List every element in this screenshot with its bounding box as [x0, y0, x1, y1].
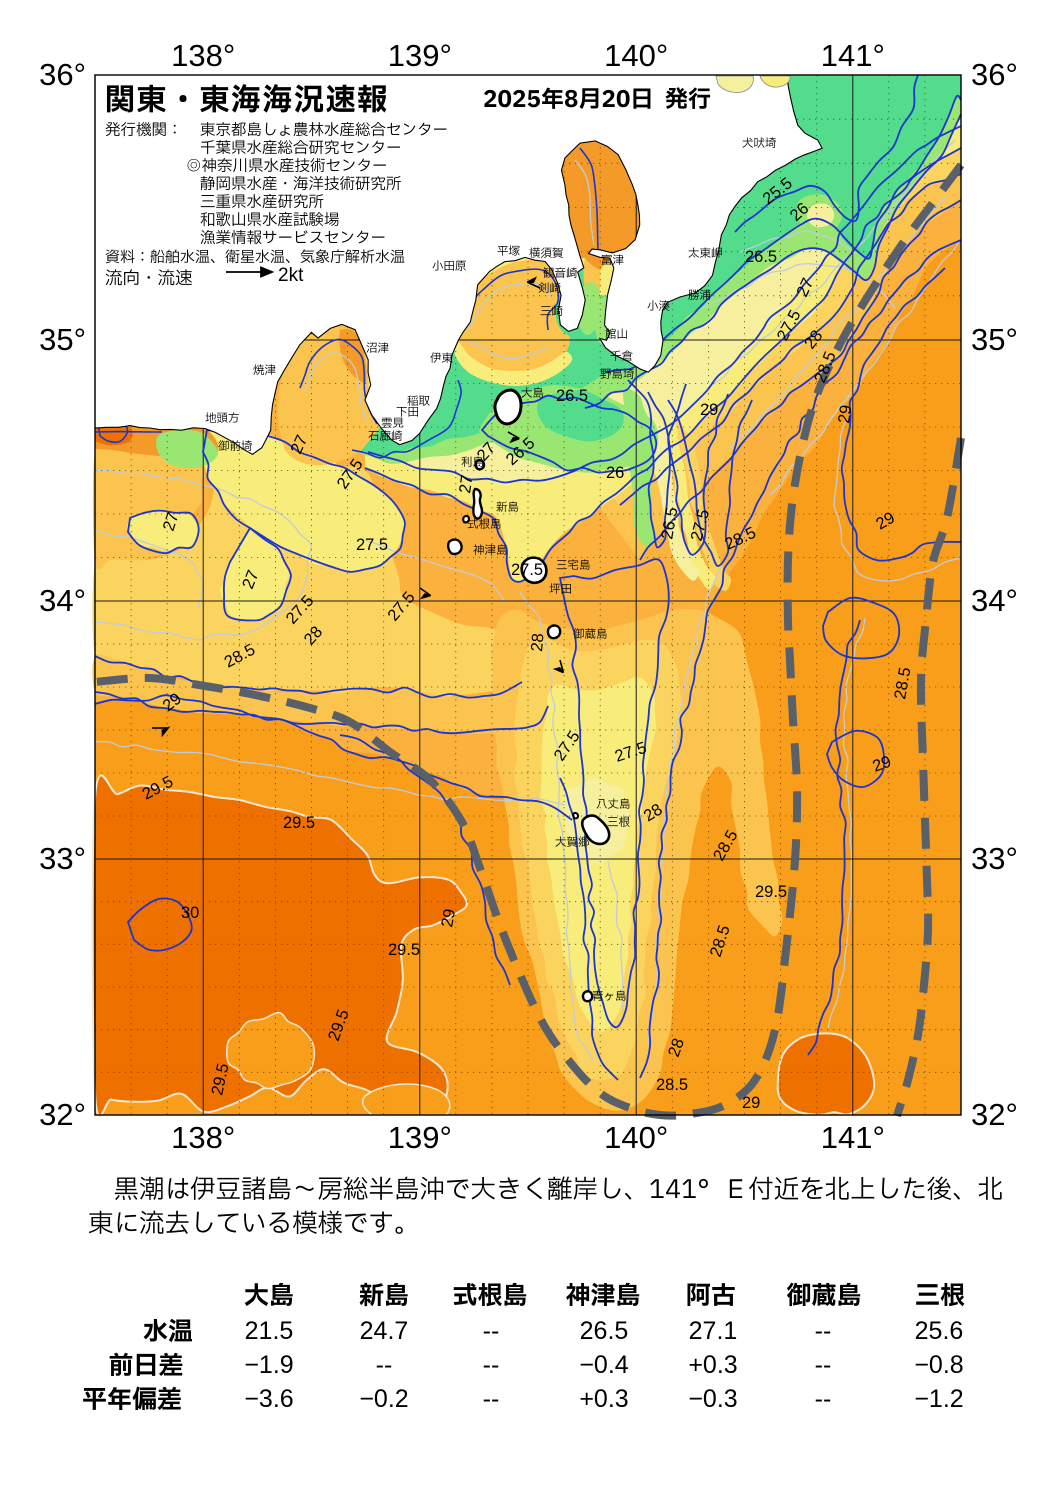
- svg-text:27.1: 27.1: [689, 1317, 738, 1345]
- svg-text:−1.2: −1.2: [914, 1385, 963, 1413]
- svg-text:27: 27: [239, 568, 263, 592]
- svg-text:28.5: 28.5: [656, 1076, 688, 1094]
- svg-text:33°: 33°: [971, 841, 1018, 876]
- svg-text:29: 29: [438, 907, 459, 928]
- svg-text:138°: 138°: [171, 38, 235, 73]
- svg-text:34°: 34°: [971, 583, 1018, 618]
- svg-text:--: --: [815, 1317, 832, 1345]
- svg-text:139°: 139°: [388, 38, 452, 73]
- svg-text:−1.9: −1.9: [244, 1351, 293, 1379]
- svg-text:35°: 35°: [971, 322, 1018, 357]
- svg-text:141°: 141°: [821, 38, 885, 73]
- svg-text:--: --: [815, 1351, 832, 1379]
- svg-text:29: 29: [700, 401, 718, 419]
- svg-text:141°: 141°: [821, 1120, 885, 1155]
- svg-text:33°: 33°: [39, 841, 86, 876]
- svg-text:140°: 140°: [604, 38, 668, 73]
- svg-text:36°: 36°: [39, 57, 86, 92]
- svg-text:32°: 32°: [971, 1097, 1018, 1132]
- svg-text:138°: 138°: [171, 1120, 235, 1155]
- svg-text:28: 28: [528, 632, 548, 652]
- svg-text:+0.3: +0.3: [579, 1385, 628, 1413]
- svg-text:--: --: [815, 1385, 832, 1413]
- svg-text:35°: 35°: [39, 322, 86, 357]
- svg-text:29.5: 29.5: [755, 883, 787, 901]
- svg-text:24.7: 24.7: [360, 1317, 409, 1345]
- svg-text:27.5: 27.5: [356, 536, 388, 554]
- svg-text:28.5: 28.5: [891, 666, 914, 701]
- svg-text:27: 27: [456, 474, 476, 495]
- svg-text:−0.3: −0.3: [688, 1385, 737, 1413]
- svg-text:--: --: [483, 1385, 500, 1413]
- svg-text:26: 26: [606, 464, 624, 482]
- svg-text:29.5: 29.5: [283, 814, 315, 832]
- svg-text:28: 28: [665, 1036, 688, 1059]
- svg-text:26.5: 26.5: [556, 387, 588, 405]
- svg-text:--: --: [483, 1351, 500, 1379]
- svg-text:2kt: 2kt: [278, 265, 304, 286]
- svg-text:25.6: 25.6: [915, 1317, 964, 1345]
- svg-text:29: 29: [835, 404, 855, 425]
- svg-text:−3.6: −3.6: [244, 1385, 293, 1413]
- svg-text:21.5: 21.5: [245, 1317, 294, 1345]
- svg-text:26.5: 26.5: [745, 248, 777, 266]
- svg-text:−0.8: −0.8: [914, 1351, 963, 1379]
- svg-text:26.5: 26.5: [658, 506, 681, 541]
- svg-text:32°: 32°: [39, 1097, 86, 1132]
- svg-text:36°: 36°: [971, 57, 1018, 92]
- svg-text:--: --: [483, 1317, 500, 1345]
- svg-text:27.5: 27.5: [511, 561, 543, 579]
- svg-text:140°: 140°: [604, 1120, 668, 1155]
- svg-text:26.5: 26.5: [580, 1317, 629, 1345]
- svg-text:30: 30: [181, 904, 199, 922]
- svg-text:−0.2: −0.2: [359, 1385, 408, 1413]
- svg-text:34°: 34°: [39, 583, 86, 618]
- svg-text:29.5: 29.5: [388, 941, 420, 959]
- svg-text:139°: 139°: [388, 1120, 452, 1155]
- svg-text:29: 29: [870, 753, 893, 776]
- svg-text:+0.3: +0.3: [688, 1351, 737, 1379]
- svg-text:--: --: [376, 1351, 393, 1379]
- svg-text:27: 27: [160, 510, 183, 533]
- svg-text:29: 29: [742, 1094, 760, 1112]
- svg-text:−0.4: −0.4: [579, 1351, 628, 1379]
